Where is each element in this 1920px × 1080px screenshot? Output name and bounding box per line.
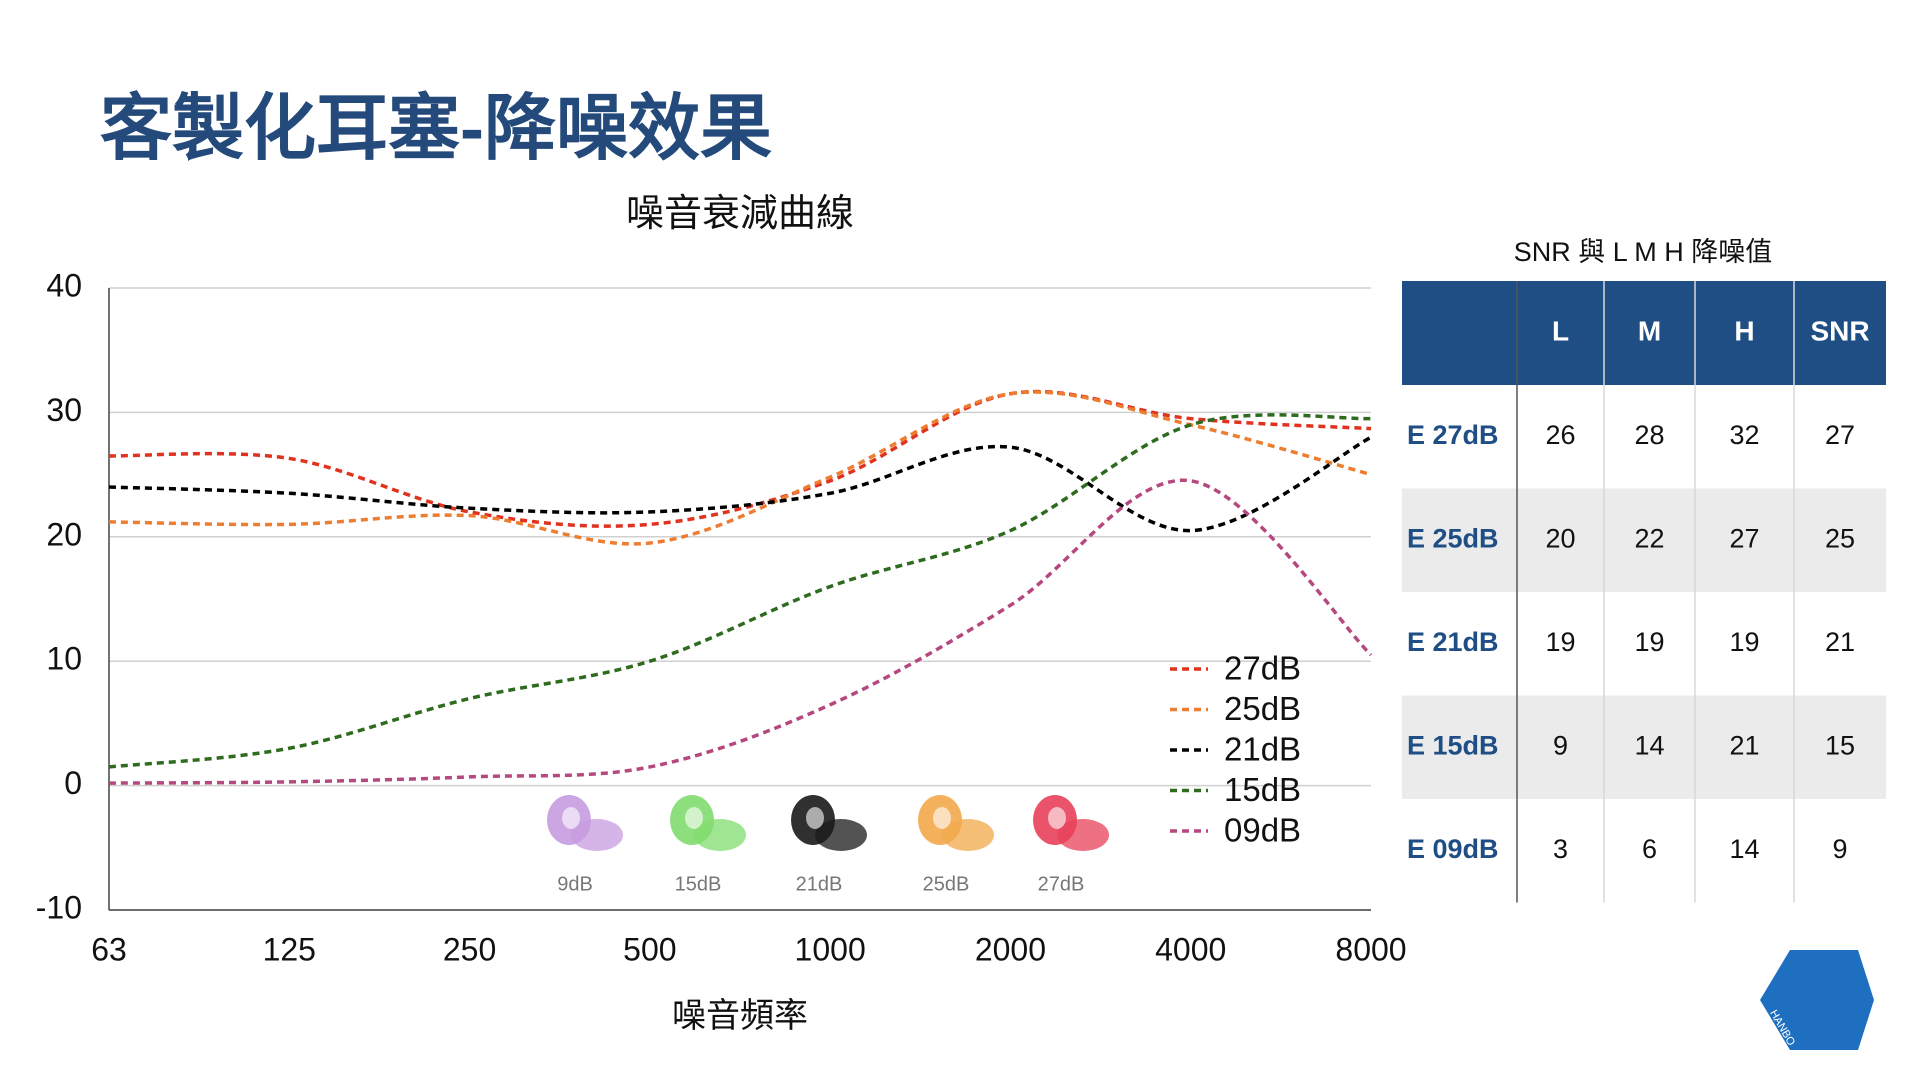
y-tick-label: 20 (46, 516, 82, 552)
table-column-header: L (1552, 315, 1569, 346)
legend-label: 21dB (1224, 731, 1301, 768)
legend-label: 25dB (1224, 690, 1301, 727)
table-cell: 9 (1553, 730, 1568, 760)
earplug-hole (1048, 807, 1066, 829)
series-line (108, 389, 1372, 528)
table-row-bg (1402, 799, 1886, 903)
legend-label: 15dB (1224, 771, 1301, 808)
table-row-label: E 15dB (1407, 730, 1499, 760)
y-tick-label: 40 (46, 267, 82, 303)
table-row-label: E 25dB (1407, 523, 1499, 553)
series-line (108, 435, 1372, 533)
earplug-label: 25dB (923, 873, 970, 895)
table-cell: 26 (1545, 420, 1575, 450)
table-cell: 27 (1729, 523, 1759, 553)
earplug-hole (806, 807, 824, 829)
series-line (108, 413, 1372, 769)
legend-label: 27dB (1224, 650, 1301, 687)
table-column-header: SNR (1810, 315, 1869, 346)
table-cell: 19 (1729, 627, 1759, 657)
table-cell: 6 (1642, 834, 1657, 864)
table-row-label: E 21dB (1407, 627, 1499, 657)
table-row-bg (1402, 695, 1886, 799)
x-axis-label: 噪音頻率 (672, 997, 808, 1035)
series-line (108, 390, 1372, 546)
y-tick-label: 10 (46, 641, 82, 677)
table-cell: 15 (1825, 730, 1855, 760)
table-cell: 32 (1729, 420, 1759, 450)
logo: HANBO (1760, 950, 1874, 1050)
legend-label: 09dB (1224, 812, 1301, 849)
earplug-label: 27dB (1038, 873, 1085, 895)
table-column-header: M (1638, 315, 1661, 346)
x-tick-label: 63 (91, 931, 127, 967)
y-tick-label: -10 (36, 889, 82, 925)
table-cell: 19 (1634, 627, 1664, 657)
earplug-hole (685, 807, 703, 829)
table-cell: 14 (1729, 834, 1759, 864)
table-row-bg (1402, 592, 1886, 696)
x-tick-label: 500 (623, 931, 676, 967)
logo-hexagon (1760, 950, 1874, 1050)
y-tick-label: 0 (64, 765, 82, 801)
x-tick-label: 2000 (975, 931, 1046, 967)
table-row-bg (1402, 488, 1886, 592)
earplug-label: 9dB (557, 873, 593, 895)
x-tick-label: 4000 (1155, 931, 1226, 967)
table-cell: 25 (1825, 523, 1855, 553)
table-cell: 27 (1825, 420, 1855, 450)
table-cell: 14 (1634, 730, 1664, 760)
table-column-header: H (1734, 315, 1754, 346)
table-row-label: E 27dB (1407, 420, 1499, 450)
table-header-bg (1402, 281, 1886, 385)
page-title: 客製化耳塞-降噪效果 (100, 89, 772, 169)
table-title: SNR 與 L M H 降噪值 (1514, 237, 1773, 267)
y-tick-label: 30 (46, 392, 82, 428)
table-cell: 22 (1634, 523, 1664, 553)
series-line (108, 478, 1373, 785)
chart-title: 噪音衰減曲線 (626, 193, 854, 235)
table-cell: 20 (1545, 523, 1575, 553)
table-cell: 21 (1825, 627, 1855, 657)
table-row-bg (1402, 385, 1886, 489)
table-cell: 3 (1553, 834, 1568, 864)
table-cell: 19 (1545, 627, 1575, 657)
x-tick-label: 125 (263, 931, 316, 967)
table-cell: 21 (1729, 730, 1759, 760)
table-row-label: E 09dB (1407, 834, 1499, 864)
earplug-hole (933, 807, 951, 829)
table-cell: 9 (1832, 834, 1847, 864)
earplug-hole (562, 807, 580, 829)
earplug-label: 15dB (675, 873, 722, 895)
table-cell: 28 (1634, 420, 1664, 450)
x-tick-label: 1000 (795, 931, 866, 967)
x-tick-label: 250 (443, 931, 496, 967)
earplug-label: 21dB (796, 873, 843, 895)
x-tick-label: 8000 (1335, 931, 1406, 967)
